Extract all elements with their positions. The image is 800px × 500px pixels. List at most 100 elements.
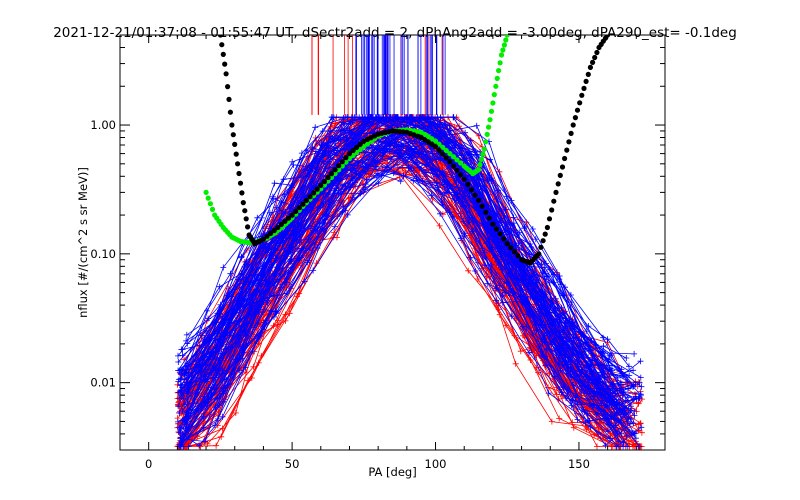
- blue-point: [574, 401, 581, 408]
- blue-traces: [174, 114, 645, 450]
- black-fit-point: [542, 231, 548, 237]
- blue-point: [492, 254, 499, 261]
- blue-point: [176, 367, 183, 374]
- y-tick-label: 0.01: [90, 376, 116, 390]
- black-fit-point: [282, 218, 288, 224]
- blue-point: [607, 435, 613, 442]
- blue-point: [503, 193, 510, 200]
- red-point: [286, 310, 293, 317]
- blue-point: [522, 294, 529, 301]
- blue-point: [546, 279, 553, 286]
- blue-point: [180, 395, 187, 402]
- black-fit-point: [458, 172, 464, 178]
- blue-point: [349, 130, 355, 136]
- green-fit-point: [454, 157, 460, 163]
- black-fit-point: [300, 201, 306, 207]
- black-fit-point: [285, 215, 292, 221]
- blue-point: [226, 332, 233, 339]
- red-trace: [185, 162, 641, 447]
- blue-point: [632, 435, 639, 442]
- blue-point: [606, 352, 613, 359]
- red-point: [474, 276, 481, 282]
- red-point: [635, 421, 642, 428]
- blue-point: [502, 206, 509, 213]
- green-fit-point: [450, 154, 457, 160]
- blue-point: [620, 389, 627, 396]
- blue-point: [587, 424, 594, 430]
- black-fit-point: [219, 42, 225, 48]
- blue-point: [254, 250, 261, 257]
- blue-point: [632, 430, 638, 437]
- blue-point: [434, 114, 441, 121]
- black-fit-point: [440, 151, 446, 157]
- blue-point: [340, 203, 347, 210]
- blue-point: [472, 268, 479, 274]
- black-fit-point: [579, 92, 585, 98]
- blue-point: [603, 402, 610, 409]
- blue-point: [183, 379, 190, 386]
- blue-point: [604, 336, 611, 343]
- black-fit-point: [223, 71, 229, 77]
- black-fit-point: [566, 139, 572, 145]
- blue-point: [260, 246, 267, 252]
- blue-point: [542, 270, 549, 277]
- blue-point: [271, 180, 278, 187]
- blue-error-bars: [355, 35, 446, 115]
- red-point: [213, 442, 220, 449]
- blue-point: [318, 153, 325, 160]
- black-fit-point: [465, 181, 471, 188]
- blue-point: [552, 295, 559, 302]
- black-fit-point: [245, 224, 251, 230]
- blue-point: [476, 223, 483, 229]
- blue-point: [183, 410, 190, 416]
- x-tick-label: 100: [425, 457, 447, 471]
- blue-point: [254, 214, 261, 221]
- blue-point: [264, 243, 271, 250]
- blue-point: [432, 132, 439, 139]
- blue-point: [270, 292, 277, 299]
- green-fit-point: [490, 100, 496, 106]
- blue-point: [473, 122, 480, 129]
- black-fit: [217, 35, 611, 266]
- green-fit-point: [497, 60, 503, 66]
- black-fit-point: [585, 71, 591, 77]
- black-fit-point: [557, 172, 563, 178]
- blue-point: [437, 210, 444, 217]
- black-fit-point: [472, 192, 478, 198]
- blue-point: [636, 443, 643, 450]
- red-point: [512, 360, 519, 367]
- black-fit-point: [293, 208, 299, 214]
- black-fit-point: [332, 167, 338, 173]
- black-fit-point: [242, 208, 248, 214]
- blue-point: [338, 126, 345, 133]
- blue-point: [175, 359, 182, 365]
- blue-point: [520, 323, 526, 330]
- green-fit-point: [477, 162, 483, 168]
- red-point: [258, 352, 265, 359]
- black-fit-point: [450, 163, 457, 169]
- blue-point: [208, 393, 215, 399]
- black-fit-point: [314, 186, 320, 192]
- blue-point: [607, 399, 614, 406]
- black-fit-point: [594, 49, 600, 56]
- blue-point: [231, 306, 238, 313]
- blue-point: [290, 161, 297, 168]
- blue-point: [600, 343, 607, 349]
- black-fit-point: [592, 54, 598, 61]
- blue-point: [177, 371, 184, 378]
- blue-point: [398, 140, 405, 146]
- blue-point: [349, 194, 356, 201]
- black-fit-point: [461, 176, 467, 182]
- black-fit-point: [264, 233, 270, 239]
- black-fit-point: [296, 205, 302, 211]
- black-fit-point: [239, 190, 245, 196]
- green-fit-point: [432, 138, 439, 144]
- blue-point: [499, 299, 506, 306]
- blue-trace: [178, 148, 634, 424]
- blue-point: [456, 145, 463, 152]
- blue-point: [602, 442, 609, 449]
- blue-point: [562, 323, 569, 330]
- blue-point: [294, 245, 301, 252]
- blue-point: [603, 384, 610, 390]
